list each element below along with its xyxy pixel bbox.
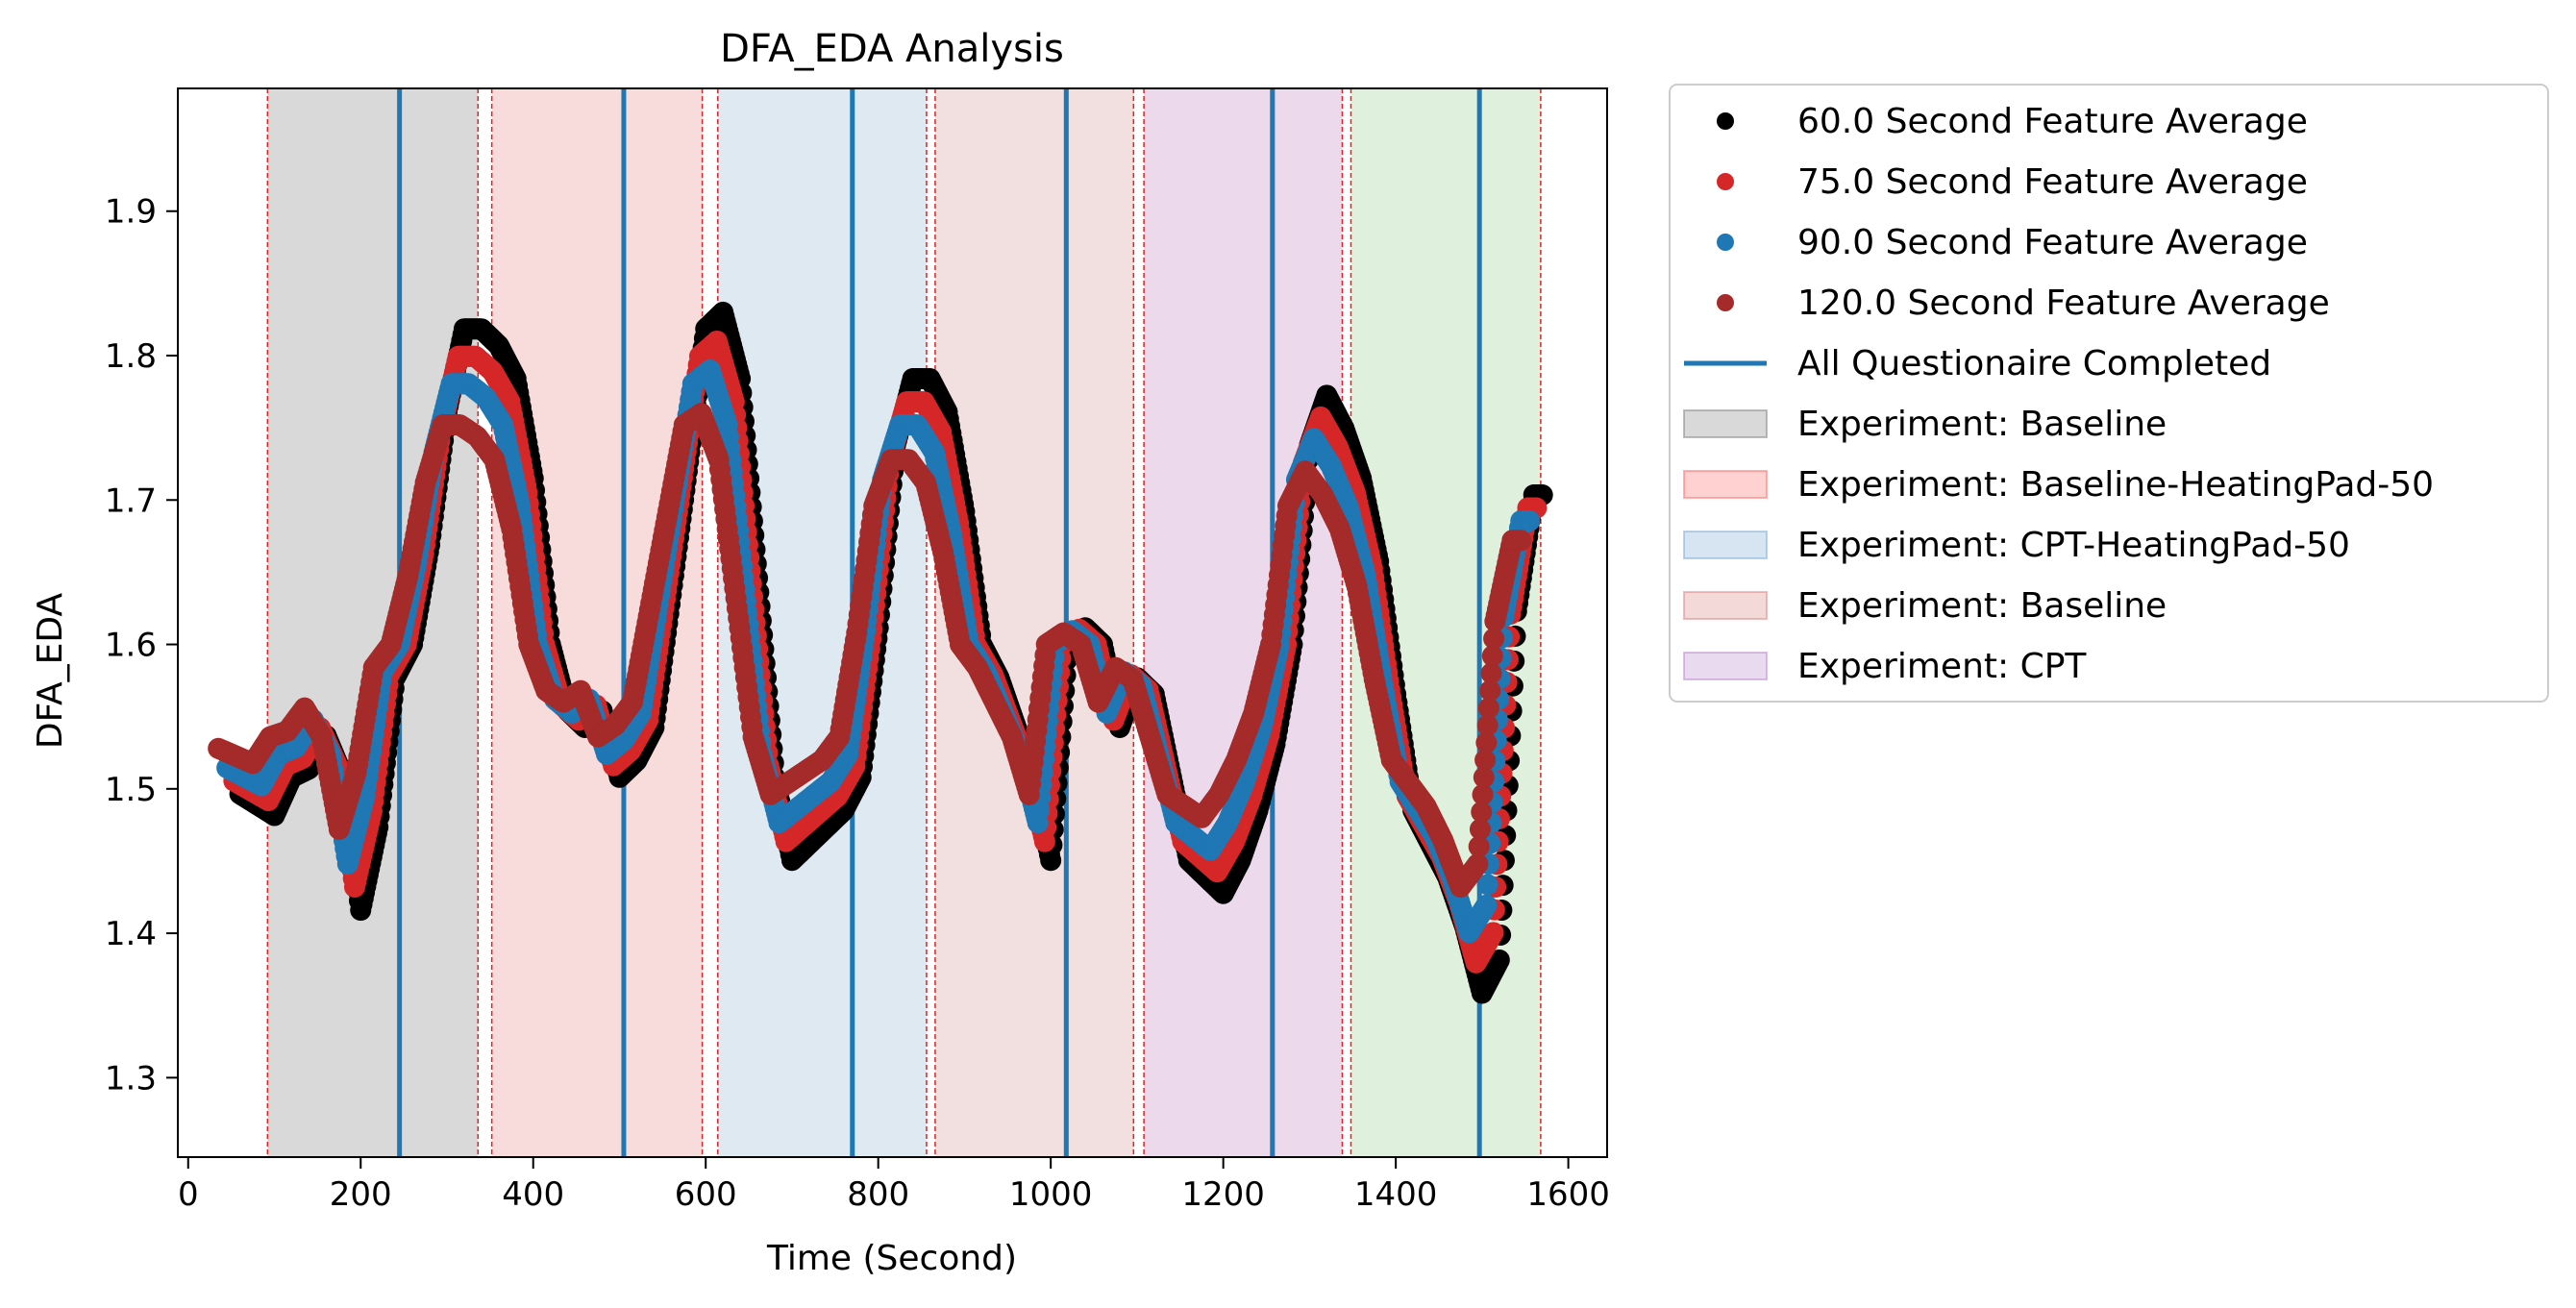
x-tick-label: 0 [178, 1175, 199, 1214]
legend-patch [1683, 652, 1768, 680]
legend-label: Experiment: CPT [1797, 647, 2087, 686]
legend-marker [1717, 294, 1734, 311]
data-point [1519, 510, 1541, 532]
data-point [1475, 894, 1498, 916]
y-tick-label: 1.6 [105, 627, 157, 665]
data-point [1474, 749, 1497, 771]
data-point [1480, 662, 1502, 684]
data-point [1473, 766, 1495, 788]
phase-span-0 [267, 88, 479, 1157]
phase-boundaries [266, 88, 1542, 1157]
x-tick-label: 1000 [1009, 1175, 1093, 1214]
data-point [1477, 697, 1499, 719]
legend-patch [1683, 591, 1768, 620]
legend-patch [1683, 470, 1768, 499]
x-tick-label: 400 [502, 1175, 564, 1214]
legend-label: 60.0 Second Feature Average [1797, 102, 2308, 141]
legend-box [1669, 84, 2549, 703]
y-axis-ticks: 1.3 1.4 1.5 1.6 1.7 1.8 1.9 [105, 193, 178, 1098]
x-tick-label: 600 [675, 1175, 737, 1214]
y-tick-label: 1.7 [105, 481, 157, 520]
data-point [1471, 801, 1493, 823]
y-tick-label: 1.4 [105, 915, 157, 953]
legend-label: Experiment: CPT-HeatingPad-50 [1797, 526, 2350, 565]
legend-patch [1683, 531, 1768, 559]
y-tick-label: 1.5 [105, 771, 157, 809]
legend-label: 90.0 Second Feature Average [1797, 223, 2308, 262]
x-tick-label: 1200 [1181, 1175, 1265, 1214]
data-point [1468, 835, 1490, 857]
legend: 60.0 Second Feature Average 75.0 Second F… [1669, 84, 2549, 703]
data-point [1469, 818, 1491, 840]
x-tick-label: 1400 [1354, 1175, 1438, 1214]
x-axis-ticks: 0 200 400 600 800 1000 1200 1400 1600 [178, 1157, 1610, 1214]
x-tick-label: 1600 [1526, 1175, 1610, 1214]
data-point [1467, 852, 1489, 875]
chart-title: DFA_EDA Analysis [720, 27, 1064, 71]
data-point [1510, 530, 1532, 552]
legend-patch [1683, 409, 1768, 438]
y-axis-label: DFA_EDA [31, 593, 70, 750]
data-point [1476, 874, 1499, 896]
data-point [1483, 628, 1505, 650]
legend-marker [1717, 112, 1734, 130]
series-layer [208, 301, 1553, 1004]
data-point [1475, 731, 1498, 753]
x-tick-label: 200 [330, 1175, 392, 1214]
legend-label: Experiment: Baseline [1797, 586, 2167, 626]
data-point [1479, 679, 1501, 702]
y-tick-label: 1.8 [105, 337, 157, 376]
legend-marker [1717, 234, 1734, 251]
data-point [1481, 645, 1503, 667]
legend-label: 120.0 Second Feature Average [1797, 284, 2330, 323]
data-point [1482, 922, 1504, 944]
y-tick-label: 1.9 [105, 193, 157, 232]
x-axis-label: Time (Second) [766, 1239, 1017, 1278]
data-point [1040, 850, 1062, 872]
legend-label: 75.0 Second Feature Average [1797, 162, 2308, 202]
plot-frame [177, 87, 1608, 1158]
legend-marker [1717, 173, 1734, 190]
y-tick-label: 1.3 [105, 1059, 157, 1098]
legend-label: Experiment: Baseline-HeatingPad-50 [1797, 465, 2434, 505]
legend-label: Experiment: Baseline [1797, 405, 2167, 444]
data-point [1488, 949, 1510, 971]
phase-span-4 [1144, 88, 1343, 1157]
series-3 [208, 403, 1532, 898]
data-point [1476, 714, 1499, 736]
x-tick-label: 800 [847, 1175, 909, 1214]
data-point [1472, 783, 1494, 805]
legend-label: All Questionaire Completed [1797, 344, 2271, 383]
